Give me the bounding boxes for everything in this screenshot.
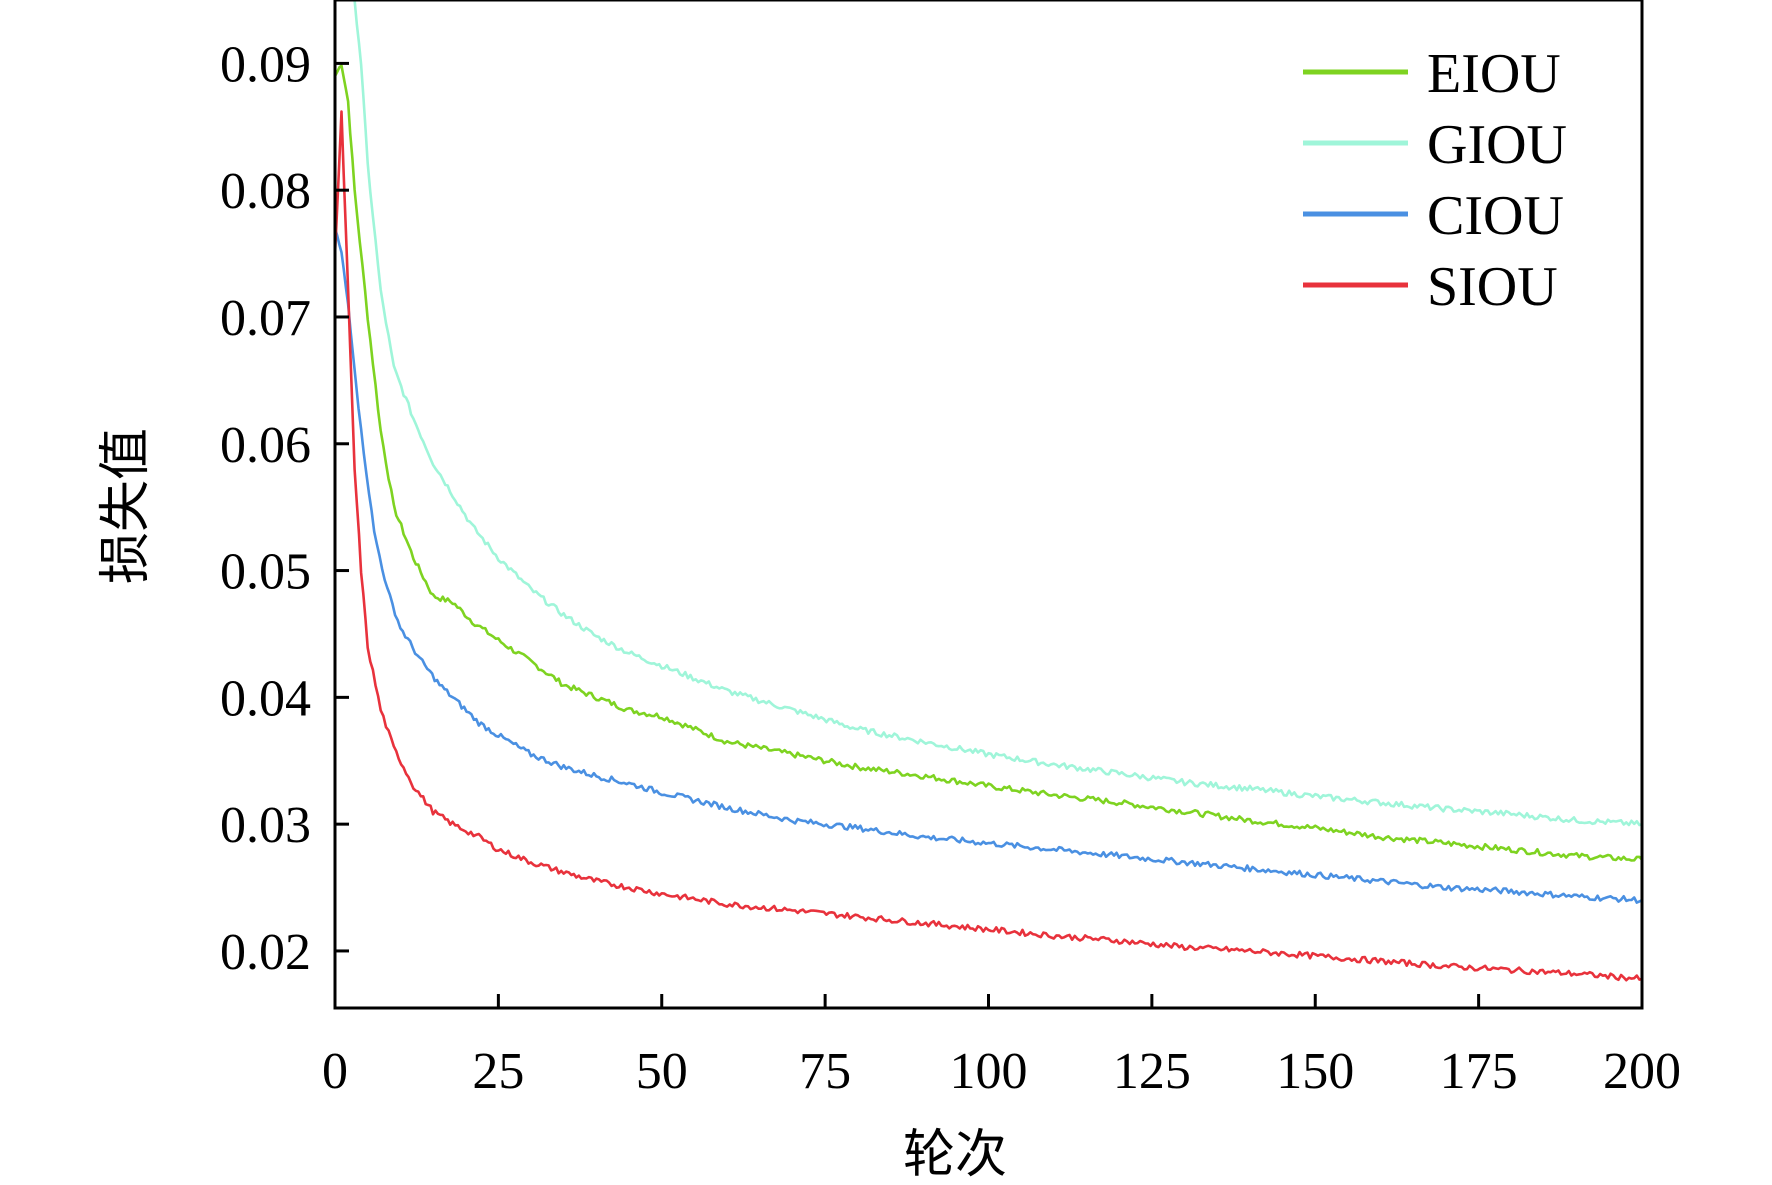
x-tick-label: 25 [472, 1043, 524, 1100]
y-tick-label: 0.03 [220, 797, 311, 854]
legend: EIOU GIOU CIOU SIOU [1303, 43, 1567, 318]
legend-label-eiou: EIOU [1427, 43, 1561, 105]
x-tick-label: 150 [1276, 1043, 1354, 1100]
y-axis-title: 损失值 [96, 428, 156, 584]
series-line-ciou [335, 227, 1642, 904]
series-line-giou [353, 0, 1642, 827]
ticks-layer: 0 25 50 75 100 125 150 175 200 0.02 0.03 0.04 0.05 0.… [220, 36, 1681, 1100]
legend-label-siou: SIOU [1427, 256, 1558, 318]
y-tick-label: 0.08 [220, 163, 311, 220]
series-layer [335, 0, 1642, 982]
y-tick-label: 0.02 [220, 924, 311, 981]
series-line-eiou [335, 64, 1642, 862]
x-tick-label: 0 [322, 1043, 348, 1100]
y-tick-label: 0.09 [220, 36, 311, 93]
x-tick-label: 100 [950, 1043, 1028, 1100]
x-axis-title: 轮次 [903, 1125, 1007, 1185]
y-tick-label: 0.05 [220, 544, 311, 601]
legend-label-ciou: CIOU [1427, 185, 1564, 247]
x-tick-label: 125 [1113, 1043, 1191, 1100]
y-tick-label: 0.04 [220, 670, 311, 727]
series-line-siou [335, 110, 1642, 982]
y-tick-label: 0.06 [220, 417, 311, 474]
x-tick-label: 50 [636, 1043, 688, 1100]
x-tick-label: 175 [1440, 1043, 1518, 1100]
x-tick-label: 75 [799, 1043, 851, 1100]
y-tick-label: 0.07 [220, 290, 311, 347]
legend-label-giou: GIOU [1427, 114, 1567, 176]
x-tick-label: 200 [1603, 1043, 1681, 1100]
